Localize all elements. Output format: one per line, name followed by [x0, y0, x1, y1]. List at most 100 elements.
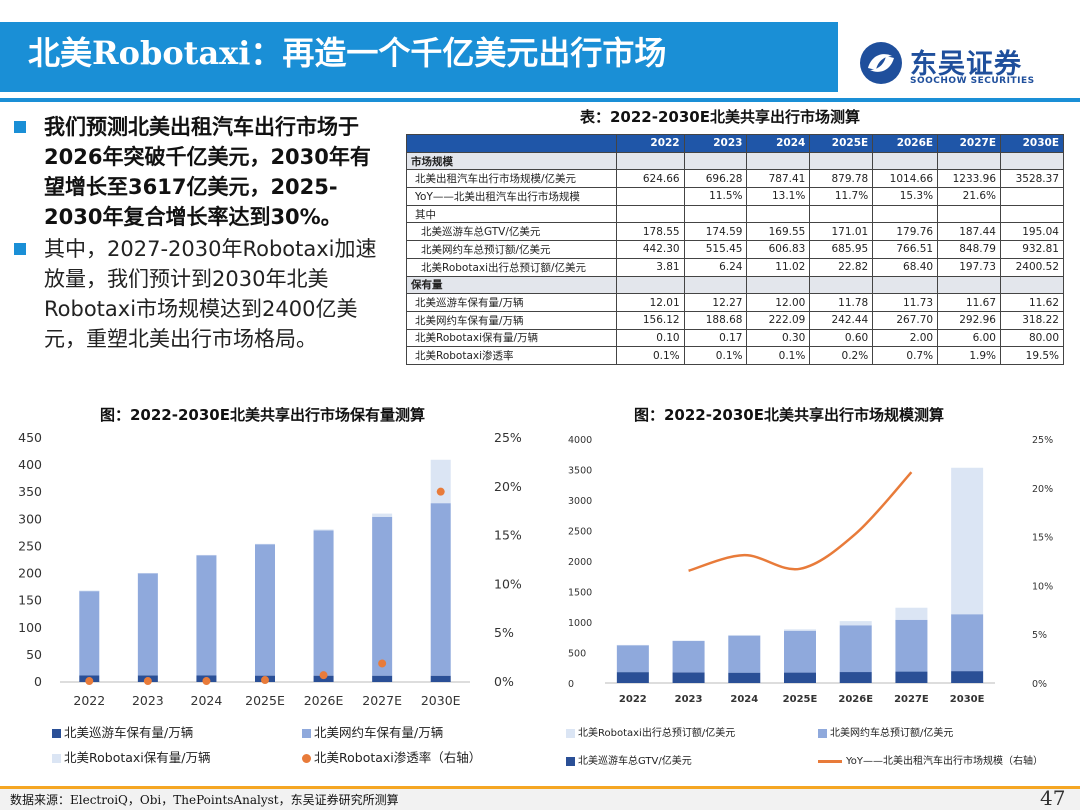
table-cell [615, 275, 685, 295]
table-cell: 766.51 [872, 240, 939, 259]
footer-bar [0, 786, 1080, 810]
table-row-label: 其中 [406, 204, 617, 224]
table-row-label: 北美Robotaxi渗透率 [406, 346, 617, 365]
table-cell: 12.01 [615, 293, 685, 312]
table-cell [615, 151, 685, 171]
table-cell: 6.00 [937, 328, 1001, 348]
bar-segment [784, 672, 816, 683]
table-row-label: 北美出租汽车出行市场规模/亿美元 [406, 169, 617, 189]
legend-item: 北美Robotaxi出行总预订额/亿美元 [566, 724, 735, 739]
table-section-row: 市场规模 [406, 151, 1064, 171]
table-cell [615, 187, 685, 206]
bar-segment [839, 672, 872, 683]
legend-item: 北美网约车总预订额/亿美元 [818, 724, 953, 739]
fleet-chart: 0 50 100 150 200 250 300 350 400 450 0% 5% 10% 15% 20%… [18, 430, 522, 708]
legend-label: YoY——北美出租汽车出行市场规模（右轴） [846, 756, 1044, 767]
table-cell: 0.17 [683, 328, 748, 348]
y-tick-label: 400 [18, 457, 42, 472]
penetration-point [436, 487, 445, 496]
penetration-point [319, 671, 328, 680]
y-tick-label: 2500 [568, 527, 592, 538]
bar-segment [616, 672, 649, 683]
x-tick-label: 2026E [304, 693, 344, 708]
table-cell [1000, 204, 1064, 224]
y2-tick-label: 20% [1032, 484, 1053, 495]
y2-tick-label: 5% [494, 625, 514, 640]
table-cell [809, 204, 874, 224]
page-title: 北美Robotaxi：再造一个千亿美元出行市场 [28, 34, 667, 72]
yoy-line [688, 471, 913, 572]
table-row-label: 北美巡游车总GTV/亿美元 [406, 222, 617, 242]
bar-segment [839, 621, 872, 626]
y2-tick-label: 25% [494, 430, 522, 445]
table-cell: 12.00 [746, 293, 811, 312]
data-source: 数据来源：ElectroiQ，Obi，ThePointsAnalyst，东吴证券… [10, 793, 399, 807]
table-cell [746, 204, 811, 224]
table-cell: 22.82 [809, 257, 874, 277]
penetration-point [202, 677, 211, 686]
legend-label: 北美Robotaxi出行总预订额/亿美元 [578, 728, 736, 739]
table-cell: 15.3% [872, 187, 939, 206]
table-cell: 222.09 [746, 310, 811, 330]
table-cell: 0.7% [872, 346, 939, 365]
bar-segment [372, 516, 393, 676]
legend-item: 北美巡游车总GTV/亿美元 [566, 752, 692, 767]
header-divider [0, 98, 1080, 102]
bullet-text: 我们预测北美出租汽车出行市场于2026年突破千亿美元，2030年有望增长至361… [44, 115, 371, 229]
table-header-cell: 2027E [937, 134, 1001, 153]
y-tick-label: 0 [568, 679, 574, 690]
table-cell: 187.44 [937, 222, 1001, 242]
bar-segment [137, 573, 158, 676]
bar-segment [672, 640, 705, 673]
x-tick-label: 2022 [619, 694, 647, 705]
legend-swatch-icon [818, 728, 827, 738]
bar-segment [728, 634, 761, 636]
table-row-label: 北美Robotaxi出行总预订额/亿美元 [406, 257, 617, 277]
x-tick-label: 2025E [783, 694, 818, 705]
table-header-cell: 2024 [746, 134, 811, 153]
bar-segment [430, 675, 451, 682]
x-tick-label: 2024 [730, 694, 758, 705]
table-row: YoY——北美出租汽车出行市场规模 11.5% 13.1% 11.7% 15.3% 21.… [406, 187, 1064, 206]
legend-item: YoY——北美出租汽车出行市场规模（右轴） [818, 752, 1043, 767]
bar-segment [137, 572, 158, 574]
y2-tick-label: 0% [1032, 679, 1047, 690]
bar-segment [951, 614, 984, 672]
table-cell: 11.78 [809, 293, 874, 312]
table-header-cell: 2025E [809, 134, 874, 153]
x-tick-label: 2024 [191, 693, 223, 708]
table-row: 北美Robotaxi渗透率 0.1% 0.1% 0.1% 0.2% 0.7% 1.9% 19.… [406, 346, 1064, 365]
table-row: 北美网约车总预订额/亿美元 442.30 515.45 606.83 685.95 766… [406, 240, 1064, 259]
table-cell: 696.28 [683, 169, 748, 189]
y-tick-label: 2000 [568, 557, 592, 568]
table-header-cell: 2026E [872, 134, 939, 153]
x-tick-label: 2027E [894, 694, 929, 705]
table-cell: 195.04 [1000, 222, 1064, 242]
y2-tick-label: 20% [494, 479, 522, 494]
x-tick-label: 2023 [675, 694, 703, 705]
bar-segment [951, 467, 984, 615]
table-cell [872, 204, 939, 224]
legend-swatch-icon [566, 756, 575, 766]
penetration-point [261, 676, 269, 685]
y2-tick-label: 0% [494, 674, 514, 689]
y2-tick-label: 15% [494, 528, 522, 543]
table-cell: 0.2% [809, 346, 874, 365]
table-cell [746, 275, 811, 295]
table-cell [746, 151, 811, 171]
table-row-label: 北美网约车保有量/万辆 [406, 310, 617, 330]
y-tick-label: 50 [26, 647, 42, 662]
table-cell [872, 151, 939, 171]
bar-segment [672, 640, 705, 642]
y-tick-label: 300 [18, 511, 42, 526]
legend-swatch-icon [52, 754, 61, 763]
bar-segment [255, 543, 275, 545]
market-forecast-table: 2022 2023 2024 2025E 2026E 2027E 2030E 市场规模 北美出租… [406, 134, 1064, 365]
legend-label: 北美巡游车保有量/万辆 [64, 725, 194, 740]
y-tick-label: 1500 [568, 588, 592, 599]
penetration-point [85, 677, 94, 686]
bar-segment [430, 503, 451, 676]
table-cell: 0.10 [615, 328, 685, 348]
market-chart: 0 500 1000 1500 2000 2500 3000 3500 4000 0% 5% 10% 1… [568, 435, 1053, 705]
bar-segment [616, 644, 649, 646]
